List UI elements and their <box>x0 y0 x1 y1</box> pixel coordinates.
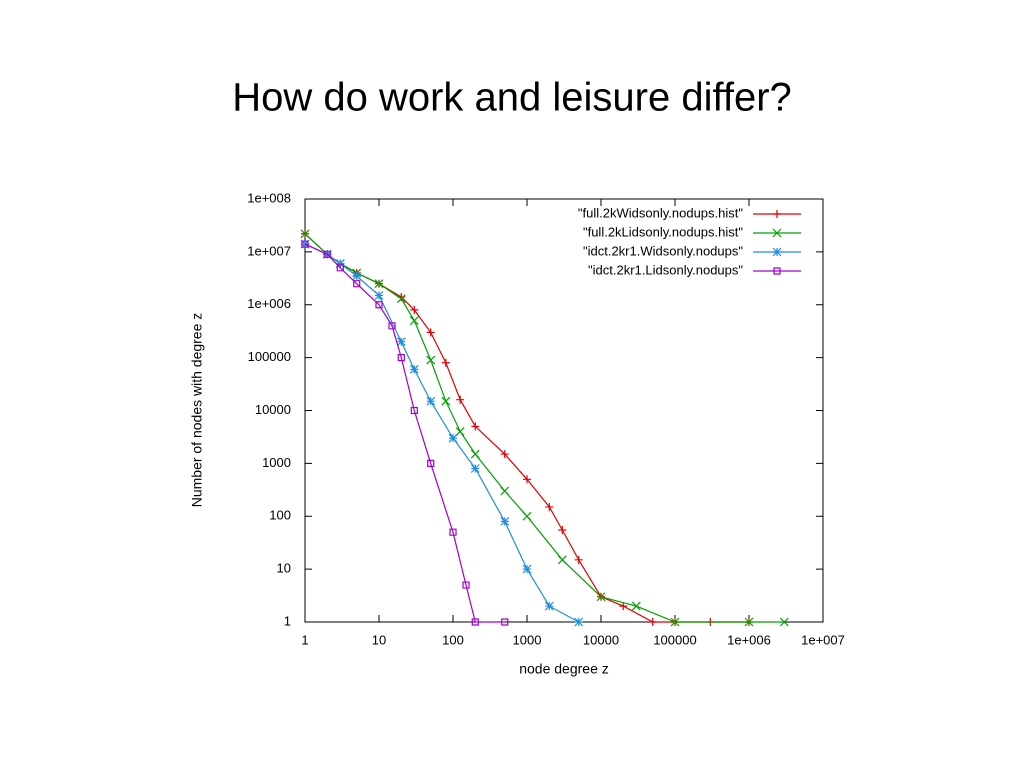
data-point <box>374 279 384 289</box>
data-point <box>779 617 789 627</box>
legend-marker <box>773 210 781 218</box>
data-point <box>500 450 509 459</box>
data-point <box>574 617 584 627</box>
x-tick-label: 10 <box>372 632 386 647</box>
data-point <box>470 464 480 473</box>
data-point <box>670 617 680 627</box>
data-point <box>448 433 458 443</box>
y-tick-label: 1e+006 <box>247 296 291 311</box>
data-point <box>353 280 361 288</box>
data-point <box>596 592 606 602</box>
data-point <box>301 240 309 248</box>
x-tick-label: 1e+006 <box>727 632 771 647</box>
data-point <box>523 475 531 484</box>
x-tick-label: 100 <box>442 632 464 647</box>
data-point <box>397 354 405 362</box>
data-point <box>396 337 406 347</box>
data-point <box>410 406 418 415</box>
data-point <box>396 294 406 304</box>
data-point <box>545 502 554 511</box>
data-point <box>619 602 628 611</box>
data-point <box>500 486 510 496</box>
data-point <box>558 525 567 534</box>
series-line <box>304 233 749 623</box>
data-point <box>470 449 480 459</box>
data-point <box>410 305 419 314</box>
data-point <box>557 555 567 565</box>
y-tick-label: 1e+007 <box>247 243 291 258</box>
data-point <box>352 271 362 281</box>
data-point <box>744 617 754 627</box>
data-point <box>409 316 419 326</box>
x-tick-label: 100000 <box>653 632 696 647</box>
y-tick-label: 1 <box>284 613 291 628</box>
x-tick-label: 10000 <box>583 632 619 647</box>
data-point <box>426 328 435 337</box>
x-tick-label: 1000 <box>513 632 542 647</box>
data-point <box>409 364 419 374</box>
data-point <box>426 396 436 406</box>
series-line <box>304 243 505 623</box>
data-point <box>522 511 532 521</box>
data-point <box>501 618 509 626</box>
data-point <box>335 259 345 269</box>
series-line <box>304 233 785 623</box>
data-point <box>471 618 479 626</box>
data-point <box>300 229 310 239</box>
data-point <box>631 601 641 611</box>
y-tick-label: 10000 <box>255 402 291 417</box>
data-point <box>522 564 532 574</box>
legend-marker <box>772 247 782 257</box>
data-point <box>375 301 383 309</box>
x-tick-label: 1e+007 <box>801 632 845 647</box>
data-point <box>455 427 465 436</box>
data-point <box>374 291 384 300</box>
legend-label: "full.2kWidsonly.nodups.hist" <box>578 205 743 220</box>
legend-marker <box>773 267 781 275</box>
data-point <box>427 459 435 467</box>
data-point <box>544 601 554 611</box>
series-line <box>304 243 579 623</box>
x-tick-label: 1 <box>301 632 308 647</box>
y-tick-label: 1000 <box>262 455 291 470</box>
x-axis-label: node degree z <box>519 661 609 677</box>
data-point <box>336 264 344 272</box>
legend-marker <box>772 228 782 238</box>
data-point <box>449 528 457 536</box>
data-point <box>388 322 396 330</box>
y-tick-label: 100 <box>269 508 291 523</box>
data-point <box>323 250 331 258</box>
data-point <box>441 396 451 406</box>
data-point <box>462 581 470 589</box>
data-point <box>441 358 450 367</box>
legend-label: "idct.2kr1.Lidsonly.nodups" <box>588 262 743 277</box>
slide-title: How do work and leisure differ? <box>232 76 792 120</box>
legend-label: "idct.2kr1.Widsonly.nodups" <box>583 243 743 258</box>
y-tick-label: 1e+008 <box>247 190 291 205</box>
data-point <box>574 555 583 564</box>
data-point <box>648 618 657 626</box>
data-point <box>426 355 436 365</box>
legend-label: "full.2kLidsonly.nodups.hist" <box>583 224 743 239</box>
y-tick-label: 100000 <box>248 349 291 364</box>
y-tick-label: 10 <box>277 561 291 576</box>
data-point <box>456 395 465 404</box>
data-point <box>471 422 480 431</box>
data-point <box>500 516 510 526</box>
y-axis-label: Number of nodes with degree z <box>189 313 205 508</box>
